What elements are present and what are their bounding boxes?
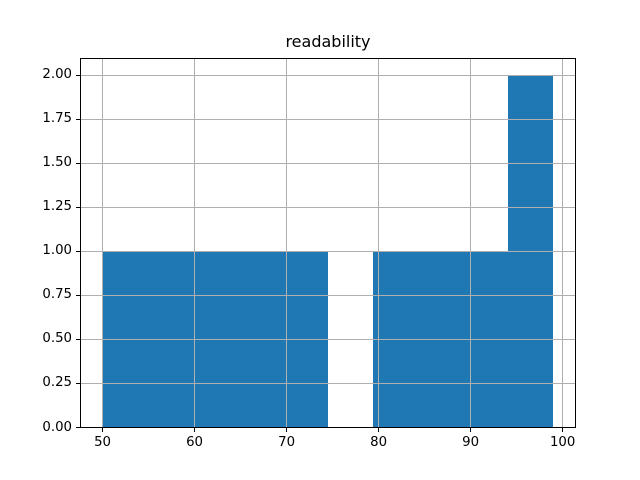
- x-tick-label: 90: [462, 434, 480, 450]
- y-tick-label: 1.00: [42, 243, 72, 259]
- y-tick-label: 0.00: [42, 419, 72, 435]
- y-tick-label: 1.25: [42, 199, 72, 215]
- grid-line-horizontal: [80, 162, 576, 164]
- y-tick-mark: [76, 250, 80, 252]
- grid-line-horizontal: [80, 294, 576, 296]
- axes-spines: [80, 57, 576, 428]
- y-tick-label: 1.75: [42, 111, 72, 127]
- grid-line-horizontal: [80, 74, 576, 76]
- y-tick-mark: [76, 427, 80, 428]
- x-tick-label: 100: [549, 434, 576, 450]
- y-tick-label: 0.75: [42, 287, 72, 303]
- x-tick-mark: [562, 427, 564, 432]
- y-tick-label: 0.50: [42, 331, 72, 347]
- grid-line-horizontal: [80, 118, 576, 120]
- grid-line-horizontal: [80, 338, 576, 340]
- grid-line-horizontal: [80, 206, 576, 208]
- y-tick-mark: [76, 74, 80, 76]
- chart-title: readability: [285, 32, 371, 51]
- x-tick-label: 80: [370, 434, 388, 450]
- x-tick-mark: [286, 427, 288, 432]
- grid-line-vertical: [378, 57, 380, 428]
- grid-line-horizontal: [80, 382, 576, 384]
- grid-line-horizontal: [80, 250, 576, 252]
- y-tick-mark: [76, 338, 80, 340]
- x-tick-mark: [470, 427, 472, 432]
- y-tick-mark: [76, 162, 80, 164]
- y-tick-mark: [76, 382, 80, 384]
- y-tick-label: 1.50: [42, 155, 72, 171]
- grid-line-vertical: [470, 57, 472, 428]
- x-tick-label: 50: [94, 434, 111, 450]
- grid-line-vertical: [102, 57, 104, 428]
- x-tick-label: 60: [186, 434, 204, 450]
- grid-line-vertical: [194, 57, 196, 428]
- y-tick-mark: [76, 206, 80, 208]
- grid-line-vertical: [286, 57, 288, 428]
- x-tick-mark: [102, 427, 104, 432]
- y-tick-label: 0.25: [42, 375, 72, 391]
- y-tick-mark: [76, 118, 80, 120]
- x-tick-mark: [378, 427, 380, 432]
- x-tick-label: 70: [278, 434, 296, 450]
- grid-line-vertical: [562, 57, 564, 428]
- grid-line-horizontal: [80, 427, 576, 428]
- y-tick-mark: [76, 294, 80, 296]
- x-tick-mark: [194, 427, 196, 432]
- y-tick-label: 2.00: [42, 67, 72, 83]
